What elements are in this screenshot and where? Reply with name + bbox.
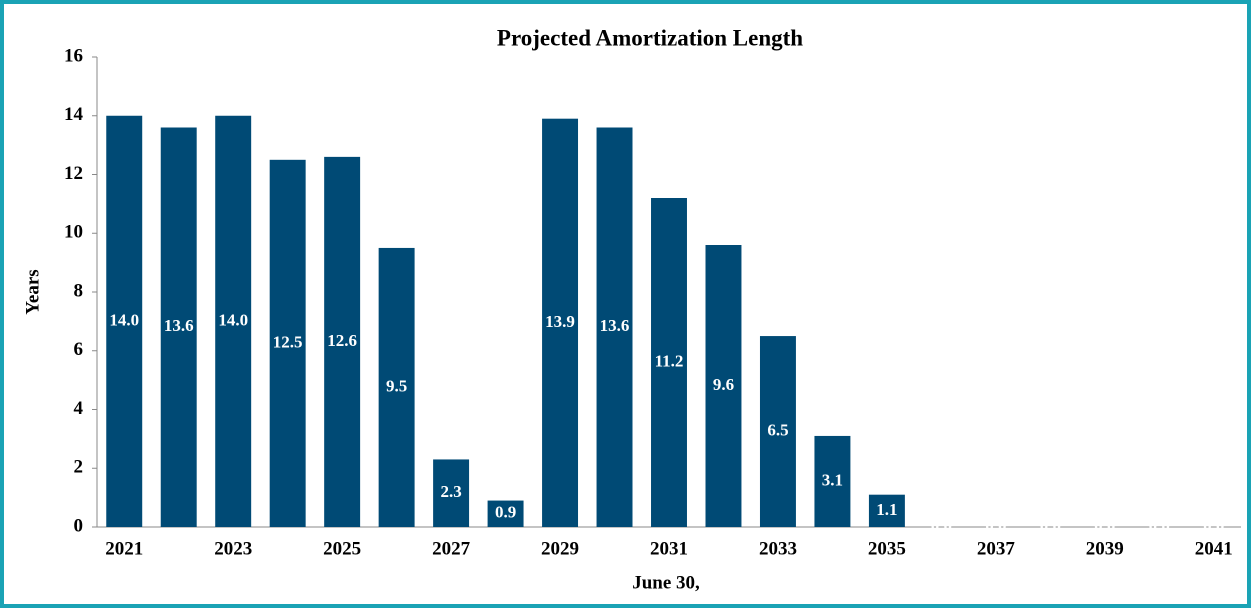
bar xyxy=(106,115,143,527)
value-label: 1.1 xyxy=(876,500,897,519)
x-tick-label: 2041 xyxy=(1195,538,1233,559)
bar xyxy=(542,118,579,527)
y-tick-label: 8 xyxy=(74,280,84,301)
x-tick-label: 2035 xyxy=(868,538,906,559)
x-tick-label: 2039 xyxy=(1086,538,1124,559)
value-label: 12.5 xyxy=(273,332,303,351)
bar xyxy=(269,159,306,527)
bar xyxy=(705,245,742,527)
bar xyxy=(433,459,470,527)
value-label: 0.0 xyxy=(1203,516,1224,535)
value-label: 9.6 xyxy=(713,375,734,394)
y-tick-label: 16 xyxy=(64,45,83,66)
y-tick-label: 6 xyxy=(74,339,84,360)
y-tick-label: 4 xyxy=(74,398,84,419)
value-label: 13.6 xyxy=(600,316,630,335)
value-label: 14.0 xyxy=(218,310,248,329)
y-tick-label: 2 xyxy=(74,457,84,478)
chart-title: Projected Amortization Length xyxy=(497,25,803,50)
bar xyxy=(378,247,415,527)
bar xyxy=(215,115,252,527)
x-tick-label: 2021 xyxy=(105,538,143,559)
y-tick-label: 0 xyxy=(74,515,84,536)
value-label: 6.5 xyxy=(767,420,788,439)
value-label: 14.0 xyxy=(109,310,139,329)
x-tick-label: 2029 xyxy=(541,538,579,559)
value-label: 11.2 xyxy=(655,351,684,370)
value-label: 0.0 xyxy=(1149,516,1170,535)
y-tick-label: 14 xyxy=(64,104,84,125)
value-label: 2.3 xyxy=(440,482,461,501)
x-tick-label: 2037 xyxy=(977,538,1016,559)
value-label: 3.1 xyxy=(822,470,843,489)
bar xyxy=(324,156,361,527)
value-label: 0.9 xyxy=(495,503,516,522)
value-label: 12.6 xyxy=(327,331,357,350)
value-label: 0.0 xyxy=(1094,516,1115,535)
value-label: 0.0 xyxy=(1040,516,1061,535)
bar xyxy=(759,336,796,527)
bar xyxy=(160,127,197,527)
value-label: 0.0 xyxy=(931,516,952,535)
x-axis-label: June 30, xyxy=(632,572,700,593)
x-tick-label: 2023 xyxy=(214,538,252,559)
y-axis-label: Years xyxy=(22,269,43,314)
bar xyxy=(868,494,905,527)
x-tick-label: 2025 xyxy=(323,538,361,559)
value-label: 0.0 xyxy=(985,516,1006,535)
x-tick-label: 2031 xyxy=(650,538,688,559)
bar xyxy=(596,127,633,527)
x-tick-label: 2033 xyxy=(759,538,797,559)
bar xyxy=(487,500,524,527)
value-label: 9.5 xyxy=(386,376,407,395)
bar xyxy=(651,198,687,527)
y-tick-label: 10 xyxy=(64,222,83,243)
value-label: 13.9 xyxy=(545,312,575,331)
value-label: 13.6 xyxy=(164,316,194,335)
x-tick-label: 2027 xyxy=(432,538,471,559)
bar xyxy=(814,435,851,527)
y-tick-label: 12 xyxy=(64,163,83,184)
